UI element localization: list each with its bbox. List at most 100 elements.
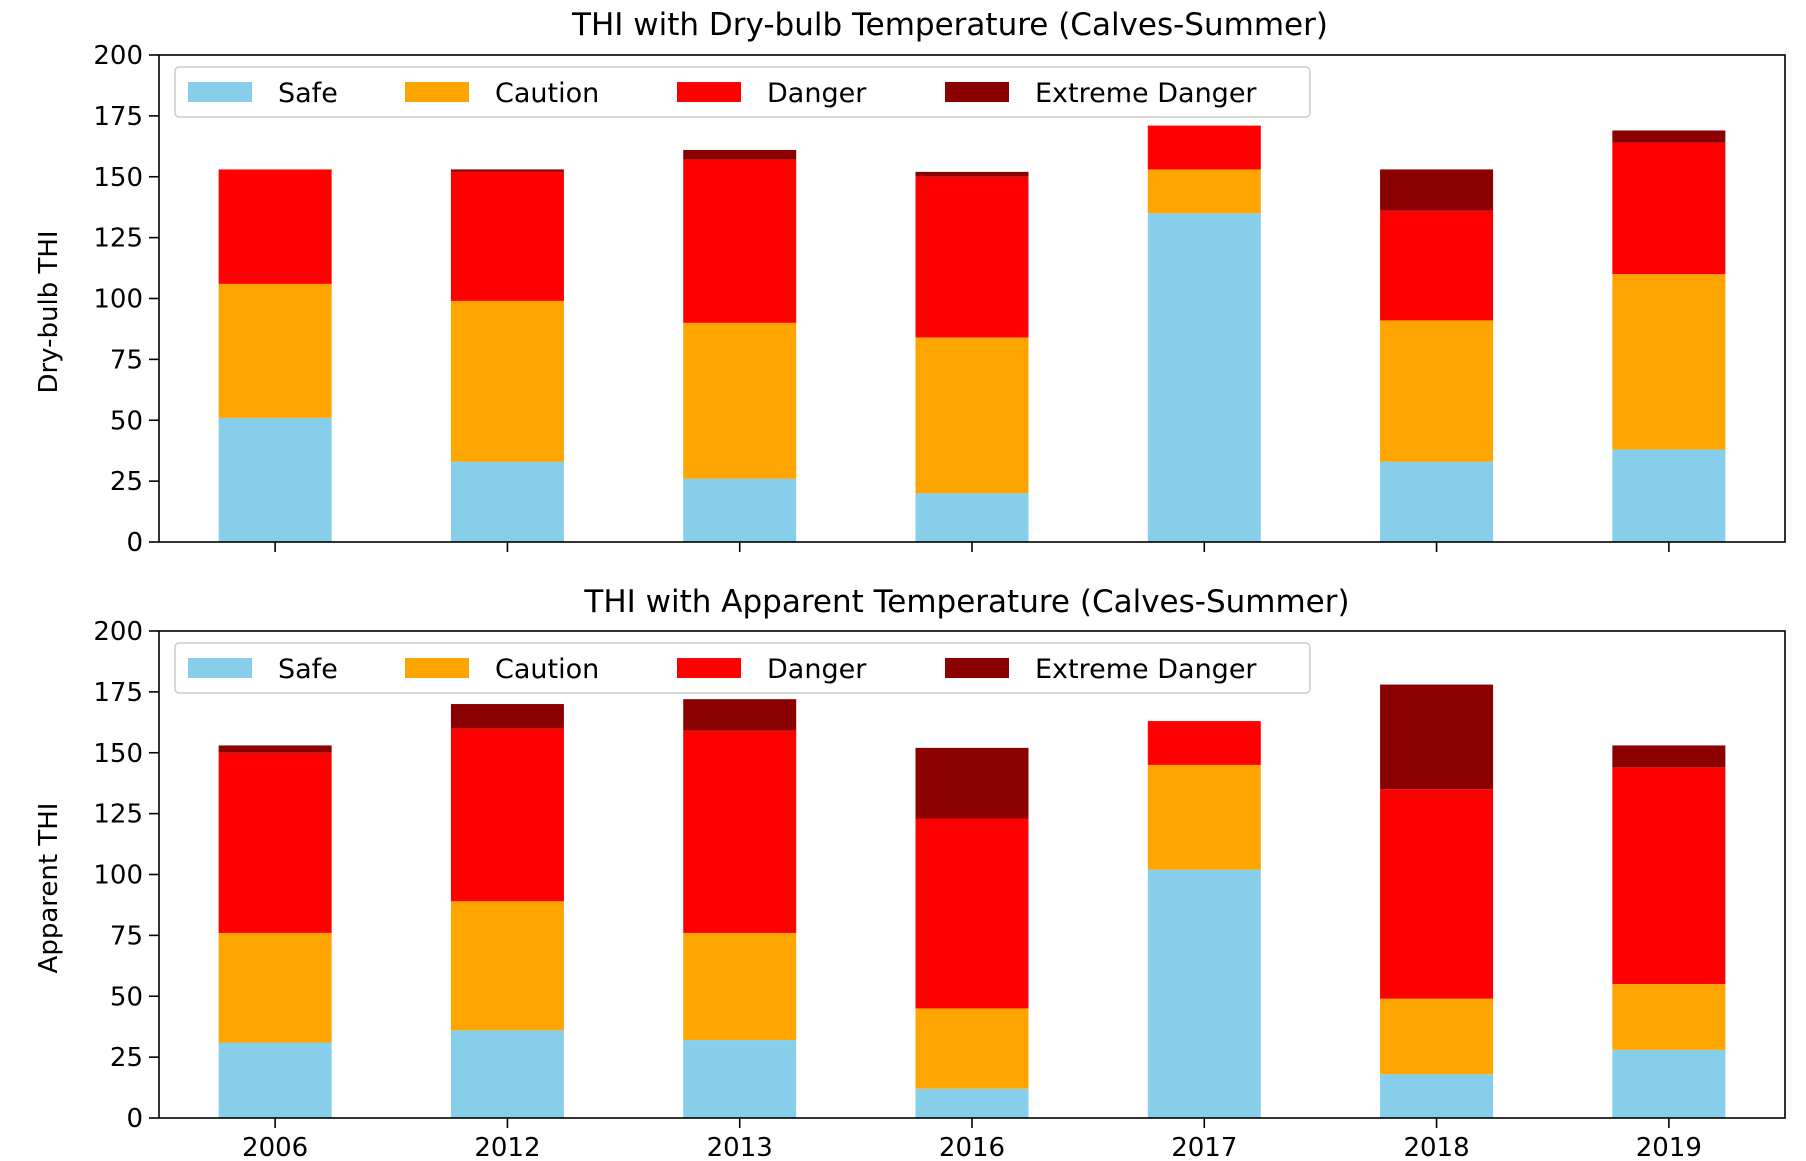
dry-bulb-y-tick-label: 75 [110, 345, 143, 375]
apparent-bar-extreme-danger-2016 [915, 747, 1029, 819]
dry-bulb-chart-title: THI with Dry-bulb Temperature (Calves-Su… [571, 7, 1328, 43]
dry-bulb-legend-label-danger: Danger [767, 78, 867, 109]
apparent-bar-caution-2013 [683, 932, 797, 1041]
apparent-bar-safe-2019 [1612, 1049, 1726, 1118]
apparent-legend-swatch-safe [188, 658, 252, 678]
apparent-bar-caution-2006 [218, 932, 332, 1043]
dry-bulb-bar-safe-2017 [1147, 213, 1261, 542]
apparent-bar-extreme-danger-2018 [1380, 684, 1494, 790]
dry-bulb-y-tick-label: 100 [93, 285, 143, 315]
dry-bulb-bar-extreme-danger-2012 [450, 169, 564, 172]
apparent-y-tick-label: 200 [93, 617, 143, 647]
apparent-bar-danger-2018 [1380, 789, 1494, 999]
dry-bulb-y-tick-label: 125 [93, 224, 143, 254]
apparent-legend-swatch-caution [405, 658, 469, 678]
apparent-y-tick-label: 75 [110, 921, 143, 951]
apparent-y-axis-label: Apparent THI [34, 803, 64, 974]
apparent-bar-danger-2013 [683, 730, 797, 933]
apparent-bar-extreme-danger-2013 [683, 699, 797, 731]
dry-bulb-bar-caution-2012 [450, 300, 564, 462]
apparent-y-tick-label: 0 [126, 1104, 143, 1134]
apparent-x-tick-label-2019: 2019 [1636, 1133, 1702, 1161]
dry-bulb-bar-safe-2018 [1380, 461, 1494, 542]
apparent-legend-box [174, 642, 1311, 694]
apparent-y-tick-label: 100 [93, 861, 143, 891]
apparent-bar-caution-2012 [450, 901, 564, 1031]
apparent-bar-danger-2017 [1147, 721, 1261, 765]
dry-bulb-legend-box [174, 66, 1311, 118]
apparent-x-tick-label-2012: 2012 [474, 1133, 540, 1161]
apparent-legend-label-danger: Danger [767, 654, 867, 685]
apparent-bar-safe-2013 [683, 1040, 797, 1118]
apparent-bar-extreme-danger-2019 [1612, 745, 1726, 768]
dry-bulb-legend-swatch-danger [677, 82, 741, 102]
dry-bulb-bar-danger-2006 [218, 169, 332, 284]
apparent-bar-danger-2006 [218, 752, 332, 933]
dry-bulb-x-axis [274, 542, 1670, 552]
dry-bulb-bar-danger-2018 [1380, 210, 1494, 321]
dry-bulb-y-tick-label: 0 [126, 528, 143, 558]
apparent-x-tick-label-2018: 2018 [1403, 1133, 1469, 1161]
dry-bulb-bar-safe-2019 [1612, 449, 1726, 542]
apparent-bar-danger-2016 [915, 818, 1029, 1009]
dry-bulb-bar-safe-2006 [218, 417, 332, 542]
apparent-bar-safe-2017 [1147, 869, 1261, 1118]
apparent-y-tick-label: 125 [93, 800, 143, 830]
apparent-legend-label-safe: Safe [278, 654, 338, 685]
dry-bulb-bar-safe-2016 [915, 493, 1029, 542]
apparent-bar-danger-2019 [1612, 767, 1726, 985]
apparent-x-tick-label-2017: 2017 [1171, 1133, 1237, 1161]
dry-bulb-bar-danger-2017 [1147, 125, 1261, 170]
apparent-x-tick-label-2016: 2016 [939, 1133, 1005, 1161]
apparent-y-axis: 0 25 50 75 100 125 150 175 200 [93, 617, 159, 1134]
dry-bulb-bar-caution-2019 [1612, 274, 1726, 450]
dry-bulb-legend-swatch-extreme-danger [945, 82, 1009, 102]
apparent-legend-label-extreme-danger: Extreme Danger [1035, 654, 1257, 685]
apparent-x-tick-label-2006: 2006 [242, 1133, 308, 1161]
dry-bulb-y-axis: 0 25 50 75 100 125 150 175 200 [93, 41, 159, 558]
apparent-bar-safe-2012 [450, 1030, 564, 1118]
apparent-bar-caution-2017 [1147, 764, 1261, 870]
dry-bulb-bar-caution-2016 [915, 337, 1029, 494]
dry-bulb-bar-extreme-danger-2013 [683, 149, 797, 160]
dry-bulb-y-tick-label: 175 [93, 102, 143, 132]
dry-bulb-legend-swatch-caution [405, 82, 469, 102]
apparent-y-tick-label: 150 [93, 739, 143, 769]
dry-bulb-bar-danger-2016 [915, 176, 1029, 338]
dry-bulb-y-tick-label: 200 [93, 41, 143, 71]
dry-bulb-legend-label-safe: Safe [278, 78, 338, 109]
apparent-chart: THI with Apparent Temperature (Calves-Su… [34, 584, 1786, 1161]
apparent-bar-safe-2006 [218, 1042, 332, 1118]
apparent-x-axis: 2006 2012 2013 2016 2017 2018 2019 [242, 1118, 1702, 1161]
apparent-bar-safe-2018 [1380, 1074, 1494, 1118]
dry-bulb-bar-danger-2019 [1612, 142, 1726, 275]
dry-bulb-bar-danger-2013 [683, 159, 797, 323]
dry-bulb-y-tick-label: 25 [110, 467, 143, 497]
dry-bulb-chart: THI with Dry-bulb Temperature (Calves-Su… [34, 7, 1786, 558]
apparent-legend-swatch-danger [677, 658, 741, 678]
apparent-bars [218, 684, 1726, 1118]
dry-bulb-bar-extreme-danger-2019 [1612, 130, 1726, 143]
dry-bulb-legend-swatch-safe [188, 82, 252, 102]
dry-bulb-bar-caution-2006 [218, 283, 332, 418]
apparent-legend-label-caution: Caution [495, 654, 599, 685]
dry-bulb-bars [218, 125, 1726, 542]
dry-bulb-y-tick-label: 50 [110, 406, 143, 436]
dry-bulb-bar-caution-2017 [1147, 169, 1261, 214]
apparent-y-tick-label: 175 [93, 678, 143, 708]
apparent-chart-title: THI with Apparent Temperature (Calves-Su… [583, 584, 1349, 620]
dry-bulb-legend-label-caution: Caution [495, 78, 599, 109]
apparent-legend-swatch-extreme-danger [945, 658, 1009, 678]
apparent-bar-caution-2016 [915, 1008, 1029, 1089]
apparent-bar-caution-2018 [1380, 998, 1494, 1075]
apparent-bar-danger-2012 [450, 728, 564, 902]
apparent-y-tick-label: 50 [110, 982, 143, 1012]
apparent-bar-extreme-danger-2006 [218, 745, 332, 753]
apparent-legend: Safe Caution Danger Extreme Danger [174, 642, 1311, 694]
dry-bulb-bar-extreme-danger-2018 [1380, 169, 1494, 211]
dry-bulb-bar-extreme-danger-2016 [915, 171, 1029, 177]
apparent-x-tick-label-2013: 2013 [707, 1133, 773, 1161]
dry-bulb-bar-caution-2018 [1380, 320, 1494, 462]
dry-bulb-bar-caution-2013 [683, 322, 797, 479]
